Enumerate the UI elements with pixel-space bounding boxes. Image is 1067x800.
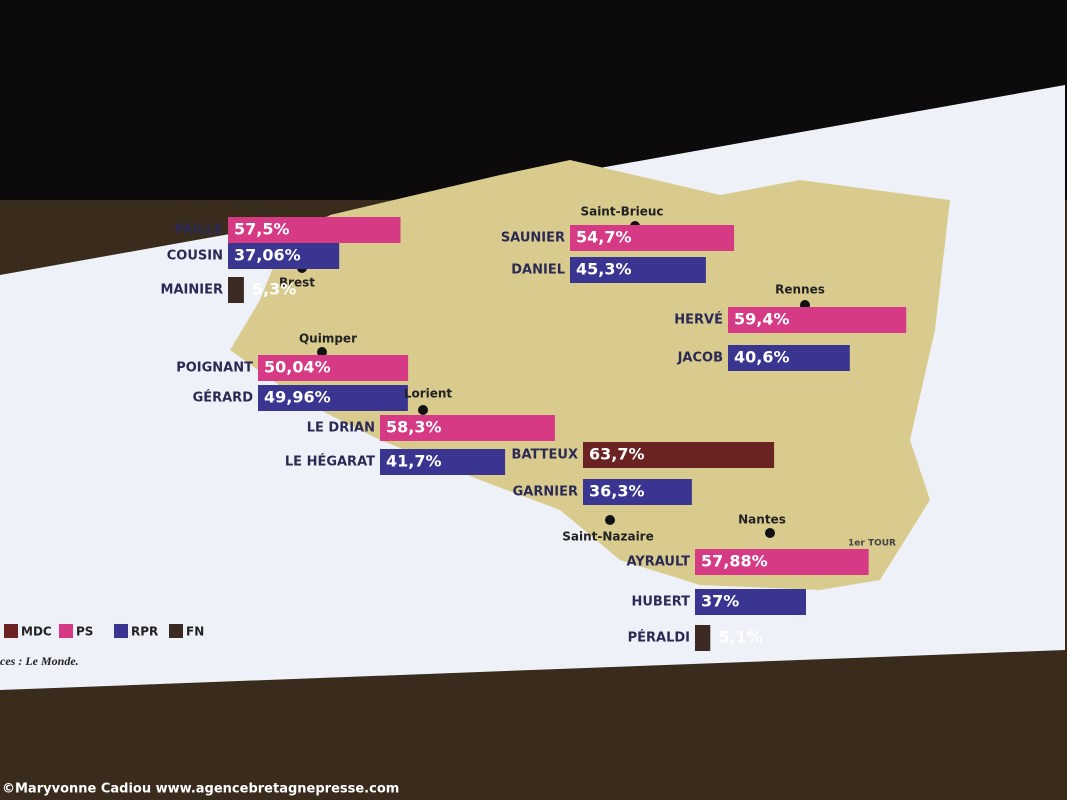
result-bar [228,277,244,303]
candidate-name: SAUNIER [501,231,565,246]
city-name: Rennes [775,283,825,297]
candidate-name: POIGNANT [176,361,253,376]
result-label: 45,3% [576,260,632,279]
map-region [230,160,950,590]
result-label: 57,5% [234,220,290,239]
result-label: 63,7% [589,445,645,464]
source: ces : Le Monde. [0,654,79,668]
candidate-name: PÉRALDI [628,630,690,646]
result-label: 37,06% [234,246,301,265]
result-bar [695,625,711,651]
result-label: 54,7% [576,228,632,247]
city-name: Lorient [404,387,453,401]
result-label: 37% [701,592,739,611]
city-name: Saint-Brieuc [580,205,663,219]
legend-label: FN [186,625,204,639]
legend-label: RPR [131,625,158,639]
candidate-name: JACOB [677,351,723,366]
candidate-name: DANIEL [511,263,565,278]
result-bar [258,385,408,411]
candidate-name: BATTEUX [512,448,578,463]
candidate-name: GÉRARD [193,390,254,406]
note: 1er TOUR [848,539,896,549]
candidate-name: LE HÉGARAT [285,454,375,470]
result-label: 36,3% [589,482,645,501]
candidate-name: HUBERT [631,595,690,610]
candidate-name: COUSIN [167,249,223,264]
candidate-name: LE DRIAN [307,421,375,436]
candidate-name: MAINIER [161,283,223,298]
city-name: Quimper [299,332,357,346]
legend-label: MDC [21,625,52,639]
candidate-name: GARNIER [513,485,578,500]
result-label: 59,4% [734,310,790,329]
city-dot [317,347,327,357]
city-name: Nantes [738,513,786,527]
result-bar [695,589,806,615]
legend-swatch [169,624,183,638]
result-bar [228,243,340,269]
candidate-name: AYRAULT [627,555,691,570]
result-bar [380,449,506,475]
result-label: 49,96% [264,388,331,407]
result-bar [570,257,706,283]
result-bar [728,307,907,333]
result-label: 41,7% [386,452,442,471]
city-dot [765,528,775,538]
city-dot [418,405,428,415]
credit: ©Maryvonne Cadiou www.agencebretagnepres… [2,782,399,797]
result-label: 5,1% [718,628,762,647]
result-bar [695,549,869,575]
city-dot [605,515,615,525]
result-bar [583,479,692,505]
result-bar [728,345,850,371]
result-bar [258,355,409,381]
legend-label: PS [76,625,93,639]
city-name: Brest [279,276,315,290]
legend-swatch [59,624,73,638]
result-label: 57,88% [701,552,768,571]
result-label: 58,3% [386,418,442,437]
legend-swatch [4,624,18,638]
result-bar [380,415,555,441]
candidate-name: PAILLE [174,223,223,238]
result-bar [583,442,775,468]
result-label: 50,04% [264,358,331,377]
result-bar [570,225,735,251]
city-name: Saint-Nazaire [562,530,654,544]
result-label: 40,6% [734,348,790,367]
result-label: 5,3% [252,280,296,299]
candidate-name: HERVÉ [674,312,723,328]
result-bar [228,217,401,243]
legend-swatch [114,624,128,638]
